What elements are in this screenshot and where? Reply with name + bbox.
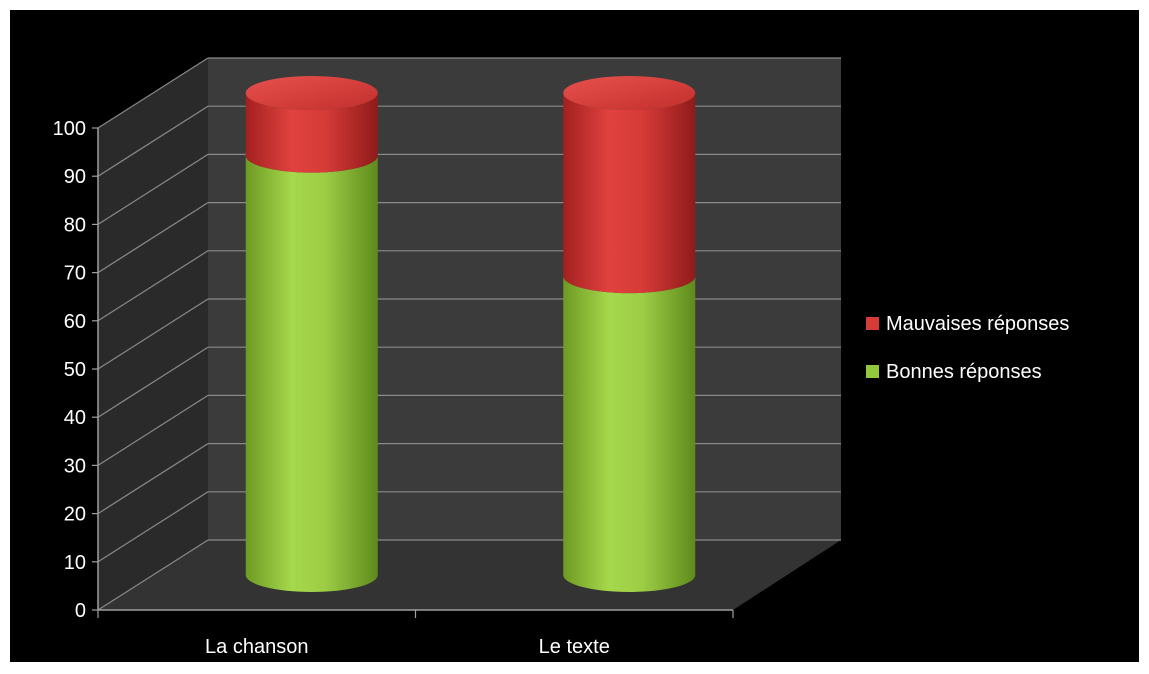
- y-tick-label: 50: [64, 359, 86, 381]
- y-tick-label: 30: [64, 455, 86, 477]
- bar-segment: [245, 93, 378, 173]
- gridline-side: [97, 250, 209, 322]
- legend-label: Mauvaises réponses: [886, 313, 1069, 335]
- gridline-side: [97, 57, 209, 129]
- axes: [92, 127, 734, 618]
- y-tick-label: 80: [64, 214, 86, 236]
- chart-walls: [98, 58, 841, 610]
- y-tick-label: 40: [64, 407, 86, 429]
- legend-swatch: [866, 317, 879, 330]
- gridline-side: [97, 298, 209, 370]
- bar-segment: [245, 155, 378, 592]
- gridline-side: [97, 443, 209, 515]
- y-tick-label: 90: [64, 166, 86, 188]
- bar-stack: [563, 76, 696, 592]
- chart-svg: 0 10 20 30 40 50 60 70 80 90 100 La chanson Le text…: [53, 57, 1069, 658]
- gridline-side: [97, 394, 209, 466]
- y-tick-labels: 0 10 20 30 40 50 60 70 80 90 100: [53, 118, 86, 622]
- bars: [245, 76, 696, 592]
- legend: Mauvaises réponses Bonnes réponses: [866, 313, 1069, 383]
- floor: [98, 540, 841, 610]
- y-tick-label: 10: [64, 552, 86, 574]
- y-tick-label: 20: [64, 504, 86, 526]
- gridline-side: [97, 539, 209, 611]
- gridline-side: [97, 105, 209, 177]
- category-labels: La chanson Le texte: [205, 636, 610, 658]
- bar-top-cap: [563, 76, 696, 110]
- bar-stack: [245, 76, 378, 592]
- gridline-side: [97, 153, 209, 225]
- gridline-side: [97, 202, 209, 274]
- bar-segment: [563, 93, 696, 294]
- gridline-side: [97, 346, 209, 418]
- y-tick-label: 0: [75, 600, 86, 622]
- y-tick-label: 60: [64, 311, 86, 333]
- gridline-side: [97, 491, 209, 563]
- category-label: La chanson: [205, 636, 308, 658]
- y-tick-label: 100: [53, 118, 86, 140]
- legend-label: Bonnes réponses: [886, 361, 1042, 383]
- y-tick-label: 70: [64, 263, 86, 285]
- chart-frame: 0 10 20 30 40 50 60 70 80 90 100 La chanson Le text…: [10, 10, 1139, 662]
- bar-segment: [563, 276, 696, 592]
- bar-top-cap: [245, 76, 378, 110]
- legend-swatch: [866, 365, 879, 378]
- category-label: Le texte: [539, 636, 610, 658]
